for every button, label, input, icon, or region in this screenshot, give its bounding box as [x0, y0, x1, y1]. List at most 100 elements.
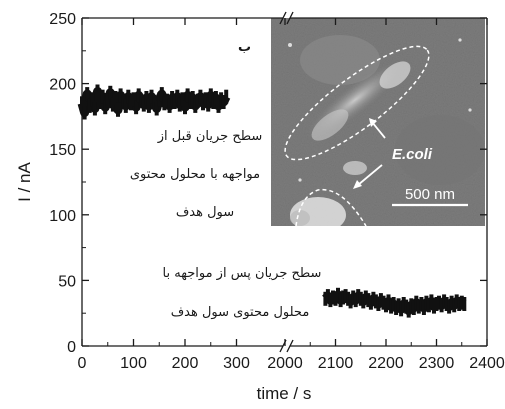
before-note-line-3: سول هدف: [176, 205, 234, 220]
data-point-after: [421, 301, 426, 315]
data-point-after: [323, 291, 328, 306]
y-tick-label: 100: [49, 208, 76, 225]
data-point-after: [394, 301, 399, 315]
data-point-before: [206, 97, 211, 112]
x-tick-label: 2000: [267, 355, 303, 372]
data-point-after: [462, 297, 467, 311]
data-point-before: [185, 88, 190, 103]
x-tick-label: 2300: [419, 355, 455, 372]
y-tick-label: 0: [67, 339, 76, 356]
data-point-before: [100, 89, 105, 104]
y-tick-label: 250: [49, 11, 76, 28]
panel-letter: ب: [238, 40, 251, 55]
data-point-after: [343, 289, 348, 304]
y-tick-label: 50: [58, 273, 76, 290]
data-point-after: [384, 298, 388, 313]
data-point-after: [432, 299, 436, 314]
data-point-after: [381, 295, 386, 310]
data-point-after: [416, 299, 421, 314]
data-point-before: [105, 93, 110, 108]
data-point-after: [449, 295, 454, 310]
data-point-before: [110, 97, 115, 112]
data-point-before: [128, 96, 133, 111]
data-point-after: [373, 294, 378, 309]
data-point-before: [193, 98, 198, 113]
data-point-before: [108, 85, 113, 100]
x-tick-label: 100: [120, 355, 147, 372]
data-point-before: [213, 91, 218, 105]
data-point-before: [219, 92, 224, 107]
data-point-after: [356, 289, 361, 304]
data-point-after: [353, 293, 358, 308]
after-annotation: سطح جریان پس از مواجهه با محلول محتوی سو…: [163, 266, 322, 320]
data-point-after: [361, 294, 366, 309]
data-point-after: [409, 298, 414, 313]
data-point-after: [424, 295, 429, 310]
scale-bar-label: 500 nm: [405, 186, 455, 203]
data-point-before: [121, 95, 126, 109]
data-point-before: [95, 84, 100, 99]
data-point-after: [452, 298, 457, 313]
data-point-after: [351, 290, 356, 305]
data-point-before: [211, 95, 216, 109]
plot-series: [77, 84, 467, 318]
x-tick-label: 300: [223, 355, 250, 372]
data-point-after: [434, 297, 439, 311]
data-point-before: [98, 95, 102, 109]
data-point-after: [426, 298, 431, 313]
data-point-before: [131, 92, 136, 107]
data-point-after: [454, 294, 459, 309]
data-point-before: [208, 88, 213, 103]
data-point-after: [429, 294, 434, 309]
data-point-after: [414, 295, 419, 310]
before-annotation: سطح جریان قبل از مواجهه با محلول محتوی س…: [130, 129, 262, 220]
data-point-before: [221, 95, 226, 109]
data-point-before: [198, 89, 203, 104]
x-tick-label: 0: [78, 355, 87, 372]
x-tick-label: 2400: [469, 355, 505, 372]
y-tick-label: 200: [49, 77, 76, 94]
data-point-after: [366, 293, 371, 308]
data-point-after: [368, 295, 373, 310]
data-point-before: [139, 93, 144, 108]
data-point-before: [165, 93, 169, 108]
x-tick-label: 2100: [318, 355, 354, 372]
data-point-after: [411, 301, 416, 315]
ecoli-label: E.coli: [392, 146, 433, 163]
data-point-before: [126, 89, 131, 104]
afm-inset-image: [271, 18, 485, 226]
data-point-before: [203, 92, 208, 107]
axis-break-mark: [279, 11, 287, 25]
data-point-before: [116, 102, 120, 117]
data-point-after: [331, 290, 335, 305]
data-point-before: [103, 100, 108, 115]
data-point-after: [386, 294, 391, 309]
data-point-before: [195, 93, 200, 108]
x-tick-label: 200: [172, 355, 199, 372]
data-point-before: [149, 89, 154, 104]
data-point-before: [154, 101, 159, 116]
data-point-after: [437, 295, 441, 310]
data-point-before: [146, 98, 151, 113]
data-point-before: [175, 89, 180, 104]
data-point-before: [188, 95, 193, 109]
data-point-after: [376, 297, 381, 311]
data-point-before: [224, 89, 229, 104]
data-point-before: [157, 92, 162, 107]
data-point-after: [459, 295, 464, 310]
data-point-before: [141, 97, 146, 112]
data-point-before: [201, 96, 205, 111]
data-point-before: [90, 92, 95, 107]
before-note-line-1: سطح جریان قبل از: [157, 129, 263, 144]
data-point-before: [136, 88, 141, 103]
data-point-after: [363, 290, 368, 305]
data-point-before: [159, 87, 164, 102]
data-point-after: [348, 294, 353, 309]
data-point-before: [216, 98, 221, 113]
data-point-after: [401, 297, 406, 311]
after-note-line-1: سطح جریان پس از مواجهه با: [163, 266, 322, 281]
data-point-before: [162, 96, 167, 111]
plot-labels: 0 50 100 150 200 250 0 100 200 300 2000 2100 2200 230…: [15, 11, 505, 403]
data-point-after: [346, 291, 351, 306]
